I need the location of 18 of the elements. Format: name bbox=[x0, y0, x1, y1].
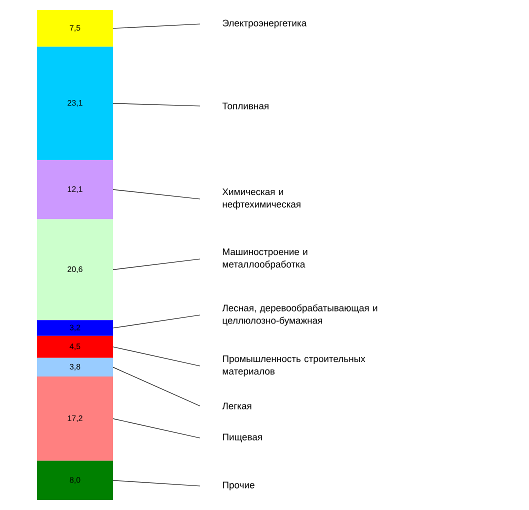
text: Машиностроение и металлообработка bbox=[222, 248, 308, 270]
text: Химическая и нефтехимическая bbox=[222, 188, 300, 210]
text: Прочие bbox=[222, 482, 254, 490]
bar bbox=[37, 358, 113, 377]
bar bbox=[37, 336, 113, 358]
bar bbox=[37, 46, 113, 160]
bar bbox=[37, 460, 113, 500]
bar bbox=[37, 160, 113, 220]
text: Топливная bbox=[222, 102, 268, 110]
text: Электроэнергетика bbox=[222, 20, 307, 28]
text: Промышленность строительных материалов bbox=[222, 356, 366, 376]
bar bbox=[37, 320, 113, 336]
bar bbox=[37, 219, 113, 320]
text: Пищевая bbox=[222, 434, 262, 442]
bar bbox=[37, 376, 113, 461]
text: Легкая bbox=[222, 402, 252, 410]
text: Лесная, деревообрабатывающая и целлюлозно-бумажная bbox=[222, 304, 378, 326]
bar bbox=[37, 10, 113, 47]
